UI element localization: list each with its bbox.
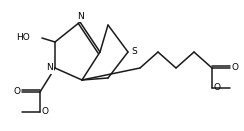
Text: O: O (232, 64, 239, 72)
Text: HO: HO (16, 34, 30, 42)
Text: N: N (46, 64, 53, 72)
Text: O: O (214, 83, 221, 92)
Text: O: O (42, 108, 49, 116)
Text: S: S (131, 48, 137, 56)
Text: N: N (78, 12, 84, 21)
Text: O: O (13, 88, 20, 97)
